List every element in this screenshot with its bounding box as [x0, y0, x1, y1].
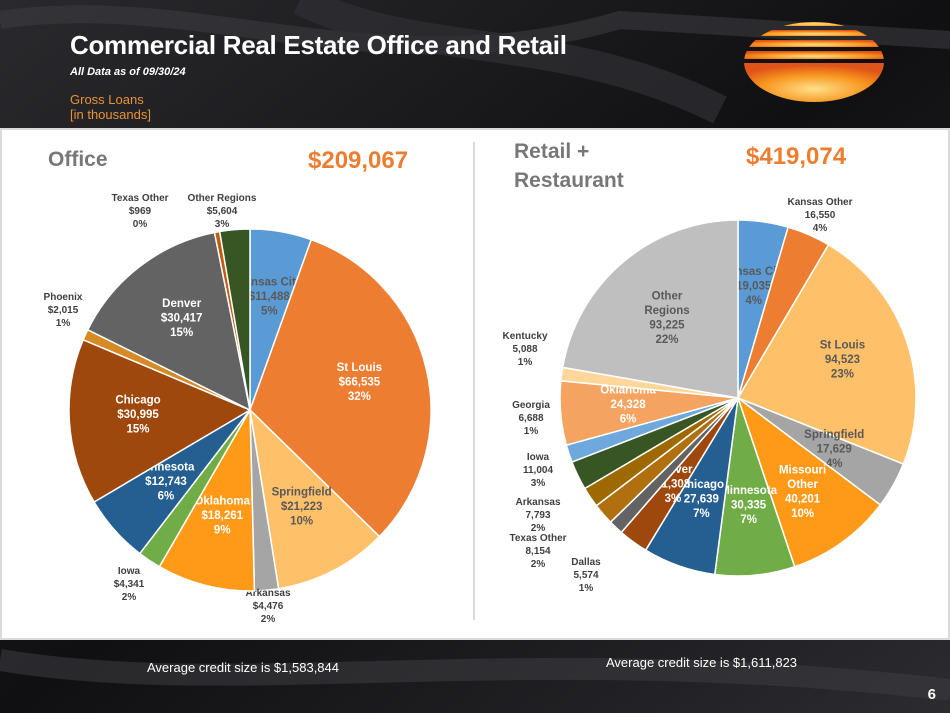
office-label-arkansas: Arkansas $4,476 2% — [245, 588, 290, 625]
office-slice-oklahoma — [158, 407, 256, 592]
retail-label-iowa: Iowa 11,004 3% — [523, 452, 553, 489]
retail-label-chicago: Chicago 27,639 7% — [679, 479, 724, 520]
office-label-oklahoma: Oklahoma $18,261 9% — [194, 496, 250, 537]
gross-loans-line1: Gross Loans — [70, 92, 144, 107]
office-avg-credit: Average credit size is $1,583,844 — [147, 660, 339, 675]
retail-slice-other-regions — [561, 219, 739, 399]
as-of-date: All Data as of 09/30/24 — [70, 66, 186, 78]
page-number: 6 — [927, 686, 936, 703]
office-label-texas-other: Texas Other $969 0% — [111, 193, 168, 230]
gross-loans-label: Gross Loans [in thousands] — [70, 92, 151, 122]
retail-total: $419,074 — [746, 143, 847, 170]
retail-label-st-louis: St Louis 94,523 23% — [820, 339, 865, 380]
retail-label-kansas-city: Kansas City 19,035 4% — [721, 266, 787, 307]
office-slice-springfield — [248, 407, 381, 590]
retail-title-line1: Retail + — [514, 140, 589, 163]
retail-slice-st-louis — [736, 243, 917, 465]
office-label-other-regions: Other Regions $5,604 3% — [188, 193, 257, 230]
retail-label-other-regions: Other Regions 93,225 22% — [644, 291, 689, 347]
retail-label-georgia: Georgia 6,688 1% — [512, 400, 550, 437]
retail-label-texas-other: Texas Other 8,154 2% — [509, 533, 566, 570]
retail-label-kentucky: Kentucky 5,088 1% — [502, 331, 547, 368]
retail-title-line2: Restaurant — [514, 169, 624, 192]
office-slice-denver — [86, 231, 252, 412]
sun-logo — [744, 22, 884, 102]
retail-label-missouri-other: Missouri Other 40,201 10% — [779, 464, 826, 520]
gross-loans-line2: [in thousands] — [70, 107, 151, 122]
office-label-springfield: Springfield $21,223 10% — [272, 487, 332, 528]
retail-label-dallas: Dallas 5,574 1% — [571, 557, 601, 594]
office-label-chicago: Chicago $30,995 15% — [115, 395, 160, 436]
retail-label-kansas-other: Kansas Other 16,550 4% — [787, 197, 852, 234]
office-label-iowa: Iowa $4,341 2% — [114, 566, 145, 603]
retail-avg-credit: Average credit size is $1,611,823 — [606, 655, 798, 670]
office-label-kansas-city: Kansas City $11,488 5% — [236, 276, 302, 317]
office-label-st-louis: St Louis $66,535 32% — [337, 362, 382, 403]
office-label-phoenix: Phoenix $2,015 1% — [44, 292, 83, 329]
office-label-denver: Denver $30,417 15% — [161, 298, 203, 339]
office-title: Office — [48, 148, 108, 171]
office-slice-chicago — [68, 338, 252, 503]
retail-slice-missouri-other — [736, 395, 882, 568]
retail-label-minnesota: Minnesota 30,335 7% — [720, 485, 777, 526]
retail-label-arkansas: Arkansas 7,793 2% — [515, 497, 560, 534]
slide-title: Commercial Real Estate Office and Retail — [70, 30, 567, 60]
office-slice-st-louis — [249, 238, 432, 538]
office-slice-other-regions — [218, 228, 251, 411]
office-total: $209,067 — [308, 147, 408, 174]
